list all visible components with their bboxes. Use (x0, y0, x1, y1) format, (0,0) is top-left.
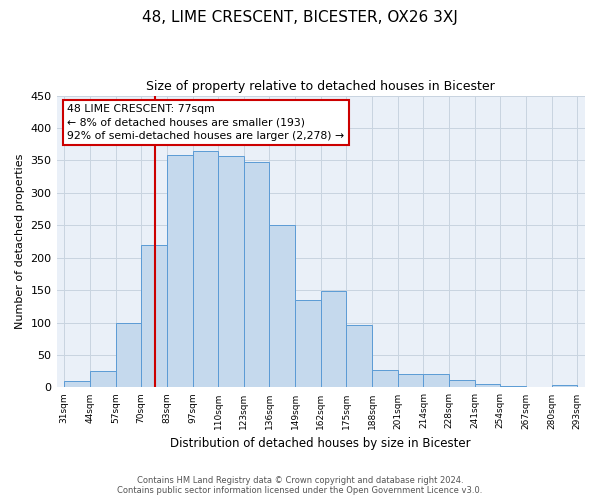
Bar (500, 386, 526, 388)
Bar (449, 380, 475, 388)
Text: Contains HM Land Registry data © Crown copyright and database right 2024.
Contai: Contains HM Land Registry data © Crown c… (118, 476, 482, 495)
Y-axis label: Number of detached properties: Number of detached properties (15, 154, 25, 329)
Bar (64, 381, 90, 388)
Text: 48 LIME CRESCENT: 77sqm
← 8% of detached houses are smaller (193)
92% of semi-de: 48 LIME CRESCENT: 77sqm ← 8% of detached… (67, 104, 344, 141)
Bar (193, 150, 218, 388)
Bar (167, 155, 193, 388)
X-axis label: Distribution of detached houses by size in Bicester: Distribution of detached houses by size … (170, 437, 471, 450)
Bar (116, 322, 141, 388)
Bar (141, 244, 167, 388)
Bar (475, 384, 500, 388)
Bar (244, 162, 269, 388)
Bar (424, 374, 449, 388)
Bar (551, 386, 577, 388)
Bar (269, 226, 295, 388)
Bar (218, 156, 244, 388)
Bar (90, 371, 116, 388)
Bar (398, 374, 424, 388)
Bar (321, 292, 346, 388)
Bar (295, 300, 321, 388)
Text: 48, LIME CRESCENT, BICESTER, OX26 3XJ: 48, LIME CRESCENT, BICESTER, OX26 3XJ (142, 10, 458, 25)
Title: Size of property relative to detached houses in Bicester: Size of property relative to detached ho… (146, 80, 495, 93)
Bar (346, 325, 372, 388)
Bar (372, 370, 398, 388)
